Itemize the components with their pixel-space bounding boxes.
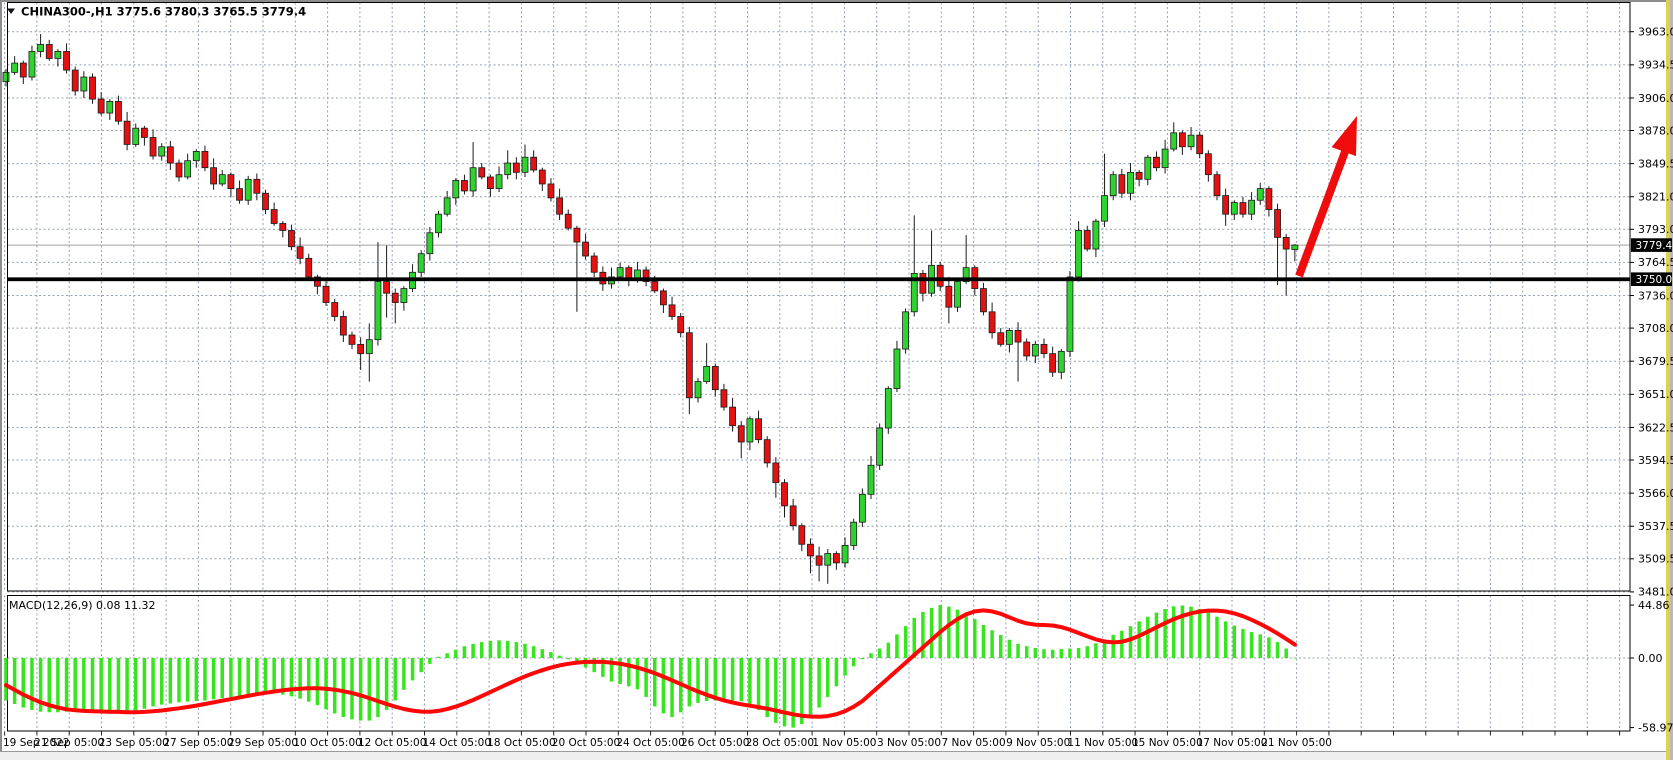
svg-text:3 Nov 05:00: 3 Nov 05:00 [877, 737, 941, 749]
macd-signal-line [4, 608, 1297, 719]
trend-arrow[interactable] [1295, 116, 1357, 278]
svg-text:12 Oct 05:00: 12 Oct 05:00 [358, 737, 426, 749]
level-price-marker: 3750.0 [1631, 272, 1672, 286]
svg-text:14 Oct 05:00: 14 Oct 05:00 [423, 737, 491, 749]
svg-text:3481.0: 3481.0 [1638, 586, 1673, 599]
svg-text:11 Nov 05:00: 11 Nov 05:00 [1067, 737, 1138, 749]
price-axis[interactable]: 3963.0 3934.5 3906.0 3878.0 3849.5 3821.0 3793… [1630, 26, 1673, 735]
svg-text:3764.5: 3764.5 [1638, 256, 1673, 269]
svg-text:3509.5: 3509.5 [1638, 553, 1673, 566]
current-price-value: 3779.4 [1636, 240, 1673, 252]
svg-text:26 Oct 05:00: 26 Oct 05:00 [681, 737, 749, 749]
svg-text:15 Nov 05:00: 15 Nov 05:00 [1132, 737, 1203, 749]
macd-indicator-label: MACD(12,26,9) 0.08 11.32 [9, 599, 156, 612]
svg-text:29 Sep 05:00: 29 Sep 05:00 [228, 737, 298, 749]
svg-text:3594.5: 3594.5 [1638, 454, 1673, 467]
svg-text:3934.5: 3934.5 [1638, 59, 1673, 72]
svg-text:21 Nov 05:00: 21 Nov 05:00 [1261, 737, 1332, 749]
svg-text:20 Oct 05:00: 20 Oct 05:00 [552, 737, 620, 749]
svg-text:3622.5: 3622.5 [1638, 421, 1673, 434]
svg-text:3906.0: 3906.0 [1638, 92, 1673, 105]
svg-text:21 Sep 05:00: 21 Sep 05:00 [34, 737, 104, 749]
svg-text:3963.0: 3963.0 [1638, 26, 1673, 39]
level-price-value: 3750.0 [1636, 274, 1673, 286]
svg-text:28 Oct 05:00: 28 Oct 05:00 [746, 737, 814, 749]
svg-text:18 Oct 05:00: 18 Oct 05:00 [487, 737, 555, 749]
svg-text:24 Oct 05:00: 24 Oct 05:00 [616, 737, 684, 749]
svg-text:7 Nov 05:00: 7 Nov 05:00 [942, 737, 1006, 749]
svg-text:1 Nov 05:00: 1 Nov 05:00 [812, 737, 876, 749]
svg-text:-58.97: -58.97 [1638, 721, 1673, 734]
horizontal-line-3750[interactable] [7, 277, 1631, 282]
svg-text:19 Sep 2022: 19 Sep 2022 [3, 737, 70, 749]
svg-text:3878.0: 3878.0 [1638, 124, 1673, 137]
svg-text:9 Nov 05:00: 9 Nov 05:00 [1006, 737, 1070, 749]
macd-histogram [4, 605, 1297, 728]
trend-arrow-head[interactable] [1331, 116, 1357, 157]
svg-text:0.00: 0.00 [1638, 652, 1663, 665]
svg-text:3566.0: 3566.0 [1638, 487, 1673, 500]
svg-text:27 Sep 05:00: 27 Sep 05:00 [163, 737, 233, 749]
current-price-marker: 3779.4 [1631, 238, 1673, 252]
svg-text:23 Sep 05:00: 23 Sep 05:00 [99, 737, 169, 749]
symbol-dropdown-icon[interactable] [7, 8, 15, 15]
symbol-ohlc-label: CHINA300-,H1 3775.6 3780.3 3765.5 3779.4 [21, 5, 306, 19]
svg-text:3849.5: 3849.5 [1638, 157, 1673, 170]
symbol-info-bar: CHINA300-,H1 3775.6 3780.3 3765.5 3779.4 [7, 5, 306, 19]
svg-text:3793.0: 3793.0 [1638, 223, 1673, 236]
svg-text:44.86: 44.86 [1638, 599, 1670, 612]
svg-text:3537.5: 3537.5 [1638, 520, 1673, 533]
trend-arrow-shaft[interactable] [1295, 147, 1350, 278]
svg-text:3679.5: 3679.5 [1638, 355, 1673, 368]
svg-text:3708.0: 3708.0 [1638, 322, 1673, 335]
svg-text:3651.0: 3651.0 [1638, 388, 1673, 401]
svg-text:3736.0: 3736.0 [1638, 289, 1673, 302]
svg-text:17 Nov 05:00: 17 Nov 05:00 [1197, 737, 1268, 749]
svg-text:10 Oct 05:00: 10 Oct 05:00 [293, 737, 361, 749]
svg-text:3821.0: 3821.0 [1638, 191, 1673, 204]
